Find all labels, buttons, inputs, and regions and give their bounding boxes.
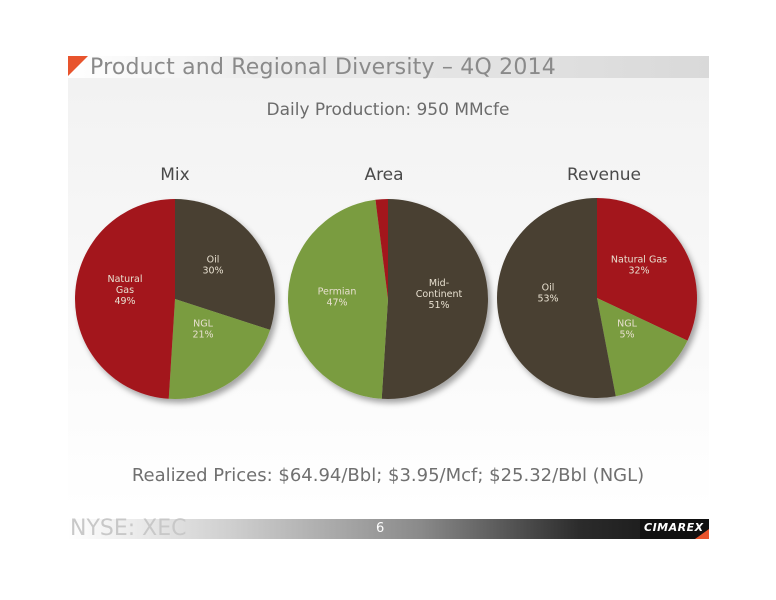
pie-mix bbox=[75, 199, 276, 399]
pie-title-revenue: Revenue bbox=[567, 165, 641, 185]
pie-slice-label: 32% bbox=[628, 266, 649, 277]
footer-ticker: NYSE: XEC bbox=[70, 516, 187, 541]
pie-slice-label: 51% bbox=[428, 300, 449, 311]
pie-slice-label: Permian bbox=[318, 287, 357, 298]
pie-slice-label: Oil bbox=[542, 283, 555, 294]
pie-slice-label: Natural Gas bbox=[611, 255, 667, 266]
footer-bar bbox=[68, 519, 709, 539]
accent-triangle-icon bbox=[68, 56, 88, 76]
pie-slice-label: NGL bbox=[193, 319, 213, 330]
page-title: Product and Regional Diversity – 4Q 2014 bbox=[90, 55, 556, 80]
pie-slice-label: 21% bbox=[192, 330, 213, 341]
pie-slice bbox=[175, 199, 276, 330]
chart-subtitle: Daily Production: 950 MMcfe bbox=[266, 100, 510, 120]
pie-slice-label: Gas bbox=[116, 285, 134, 296]
pie-slice bbox=[287, 199, 388, 399]
pie-slice-label: Natural bbox=[107, 274, 142, 285]
pie-slice-label: Continent bbox=[416, 289, 463, 300]
realized-prices-note: Realized Prices: $64.94/Bbl; $3.95/Mcf; … bbox=[131, 465, 645, 486]
pie-title-mix: Mix bbox=[160, 165, 189, 185]
pie-title-area: Area bbox=[364, 165, 403, 185]
pie-area bbox=[287, 199, 489, 400]
page-number: 6 bbox=[376, 521, 385, 536]
logo-text: CIMAREX bbox=[644, 521, 704, 534]
pie-slice bbox=[168, 299, 271, 399]
pie-slice bbox=[597, 198, 698, 341]
pie-slice bbox=[497, 198, 616, 398]
pie-slice-label: NGL bbox=[617, 319, 637, 330]
pie-slice bbox=[75, 199, 175, 399]
pie-slice-label: 49% bbox=[114, 296, 135, 307]
pie-slice-label: Mid- bbox=[429, 278, 449, 289]
pie-slice bbox=[375, 199, 388, 299]
pie-slice-label: 5% bbox=[619, 330, 634, 341]
company-logo bbox=[640, 519, 709, 539]
pie-slice-label: 53% bbox=[537, 294, 558, 305]
pie-slice bbox=[381, 199, 489, 400]
pie-slice-label: 47% bbox=[326, 298, 347, 309]
pie-slice bbox=[597, 298, 688, 397]
pie-slice-label: 30% bbox=[202, 266, 223, 277]
logo-accent-icon bbox=[695, 529, 709, 539]
pie-slice-label: Oil bbox=[207, 255, 220, 266]
title-bar bbox=[68, 56, 709, 78]
pie-revenue bbox=[497, 198, 698, 398]
